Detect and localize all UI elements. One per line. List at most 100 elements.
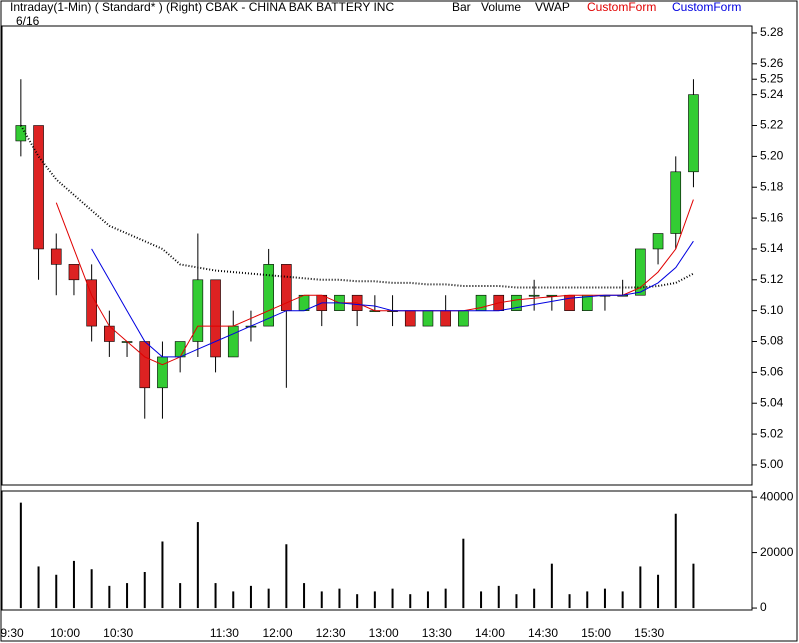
x-tick-label: 10:00	[50, 626, 80, 640]
y-tick-label: 5.04	[760, 395, 784, 409]
y-tick-label: 5.28	[760, 25, 784, 39]
x-tick-label: 14:00	[475, 626, 505, 640]
volume-tick-label: 0	[760, 600, 767, 614]
volume-bar	[409, 594, 412, 609]
volume-bar	[586, 591, 589, 609]
x-tick-label: 10:30	[103, 626, 133, 640]
candle-body	[298, 294, 310, 311]
volume-bar	[674, 513, 677, 609]
y-tick-label: 5.14	[760, 241, 784, 255]
candle-body	[458, 310, 469, 327]
volume-bar	[356, 594, 359, 609]
x-tick-label: 9:30	[0, 626, 24, 640]
volume-bar	[179, 583, 182, 609]
candle-body	[528, 294, 540, 297]
volume-bar	[126, 583, 129, 609]
volume-bar	[603, 588, 606, 609]
candle-body	[68, 264, 80, 281]
y-tick-label: 5.25	[760, 71, 784, 85]
y-tick-label: 5.12	[760, 272, 784, 286]
candle-body	[139, 341, 151, 389]
candle-body	[422, 310, 434, 327]
volume-bar	[692, 563, 695, 609]
candle-body	[227, 325, 239, 358]
volume-bar	[657, 574, 660, 609]
candle-body	[635, 248, 646, 296]
x-tick-label: 14:30	[528, 626, 558, 640]
volume-bar	[196, 522, 199, 609]
date-label: 6/16	[16, 14, 40, 28]
y-tick-label: 5.18	[760, 179, 784, 193]
volume-bar	[72, 560, 75, 609]
x-tick-label: 12:00	[262, 626, 292, 640]
volume-bar	[426, 591, 429, 609]
chart-title: Intraday(1-Min) ( Standard* ) (Right) CB…	[10, 0, 394, 14]
candle-body	[210, 279, 221, 358]
volume-panel	[1, 490, 753, 611]
candle-body	[511, 294, 522, 311]
volume-bar	[568, 594, 571, 609]
volume-bar	[462, 538, 465, 609]
volume-bar	[480, 591, 483, 609]
volume-bar	[550, 563, 553, 609]
x-tick-label: 13:30	[422, 626, 452, 640]
volume-bar	[497, 585, 500, 609]
volume-label: Volume	[481, 0, 521, 14]
y-tick-label: 5.08	[760, 334, 784, 348]
x-tick-label: 12:30	[316, 626, 346, 640]
volume-bar	[19, 502, 22, 609]
volume-bar	[533, 588, 536, 609]
volume-bar	[621, 591, 624, 609]
volume-bar	[285, 544, 288, 609]
volume-bar	[303, 583, 306, 609]
candle-body	[157, 356, 168, 389]
volume-bar	[639, 566, 642, 609]
volume-bar	[143, 571, 146, 609]
candle-body	[15, 125, 27, 142]
x-tick-label: 11:30	[210, 626, 239, 640]
candle-body	[281, 264, 292, 311]
volume-bar	[444, 588, 447, 609]
price-panel	[1, 25, 753, 486]
candle-body	[50, 248, 62, 265]
y-tick-label: 5.16	[760, 210, 784, 224]
legend-entry: CustomForm	[587, 0, 656, 14]
volume-bar	[232, 591, 235, 609]
candle-body	[404, 310, 416, 327]
price-style: Bar	[452, 0, 471, 14]
volume-bar	[338, 588, 341, 609]
volume-bar	[108, 585, 111, 609]
volume-bar	[214, 583, 217, 609]
candle-body	[652, 233, 664, 250]
y-tick-label: 5.00	[760, 457, 784, 471]
volume-bar	[373, 591, 376, 609]
candle-body	[688, 94, 699, 173]
y-tick-label: 5.02	[760, 426, 784, 440]
volume-bar	[90, 569, 93, 609]
candle-body	[670, 171, 682, 234]
y-tick-label: 5.22	[760, 118, 784, 132]
volume-bar	[249, 585, 252, 609]
volume-bar	[161, 541, 164, 609]
candle-body	[33, 125, 44, 250]
x-tick-label: 15:00	[581, 626, 611, 640]
y-tick-label: 5.20	[760, 149, 784, 163]
volume-tick-label: 40000	[760, 489, 794, 503]
y-tick-label: 5.06	[760, 365, 784, 379]
candle-body	[546, 294, 558, 297]
x-tick-label: 13:00	[369, 626, 399, 640]
volume-bar	[320, 591, 323, 609]
series-line	[91, 240, 694, 358]
candle-body	[104, 325, 115, 342]
y-tick-label: 5.10	[760, 303, 784, 317]
volume-bar	[391, 588, 394, 609]
y-tick-label: 5.26	[760, 56, 784, 70]
volume-bar	[55, 574, 58, 609]
x-tick-label: 15:30	[634, 626, 664, 640]
volume-tick-label: 20000	[760, 545, 794, 559]
candle-body	[192, 279, 204, 342]
series-line	[55, 199, 694, 366]
volume-bar	[267, 588, 270, 609]
